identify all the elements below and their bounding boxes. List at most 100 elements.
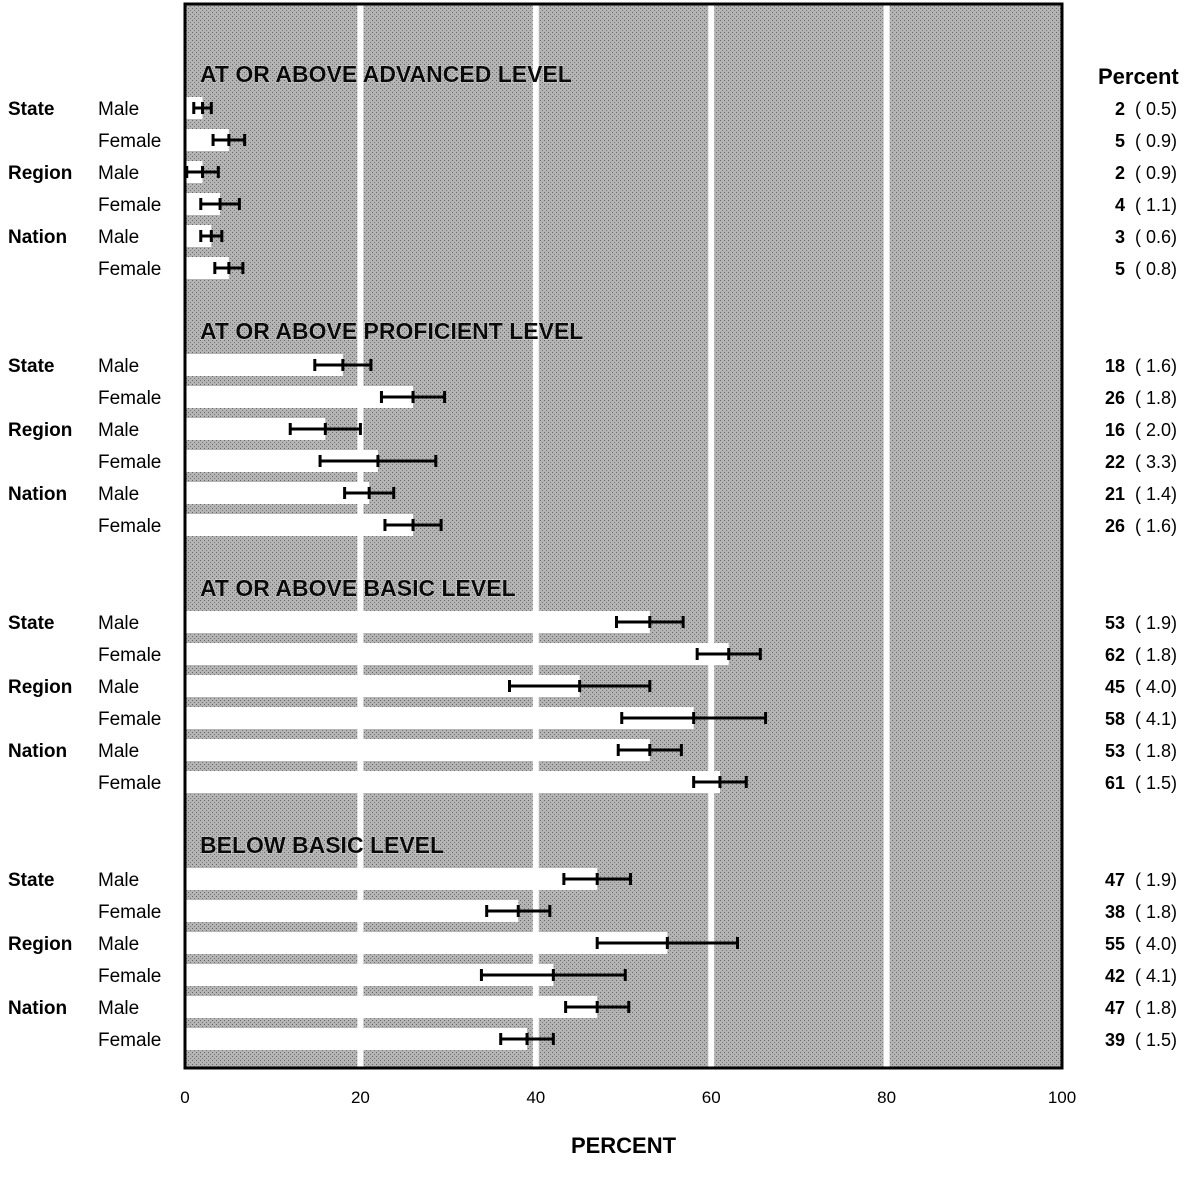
sex-label: Male xyxy=(98,484,139,505)
group-label: Region xyxy=(8,420,72,441)
value-label: 38 xyxy=(1105,902,1125,922)
bar xyxy=(186,257,229,279)
sex-label: Female xyxy=(98,709,161,730)
sex-label: Male xyxy=(98,870,139,891)
se-label: ( 1.8) xyxy=(1135,998,1177,1018)
bar xyxy=(186,707,694,729)
se-label: ( 1.8) xyxy=(1135,645,1177,665)
se-label: ( 1.9) xyxy=(1135,870,1177,890)
plot-frame xyxy=(183,2,1064,1070)
se-label: ( 1.8) xyxy=(1135,902,1177,922)
se-label: ( 0.6) xyxy=(1135,227,1177,247)
sex-label: Male xyxy=(98,741,139,762)
bar xyxy=(186,675,580,697)
sex-label: Female xyxy=(98,259,161,280)
bar xyxy=(186,1028,528,1050)
bar xyxy=(186,354,343,376)
bar xyxy=(186,514,414,536)
sex-label: Male xyxy=(98,99,139,120)
se-label: ( 4.1) xyxy=(1135,709,1177,729)
group-label: Nation xyxy=(8,741,67,762)
section-titles: AT OR ABOVE ADVANCED LEVEL AT OR ABOVE PR… xyxy=(200,61,584,859)
group-label: Nation xyxy=(8,998,67,1019)
bar xyxy=(186,129,229,151)
bar xyxy=(186,482,370,504)
section-title: BELOW BASIC LEVEL xyxy=(200,832,444,858)
se-label: ( 2.0) xyxy=(1135,420,1177,440)
se-label: ( 0.9) xyxy=(1135,131,1177,151)
sex-label: Male xyxy=(98,613,139,634)
se-label: ( 1.6) xyxy=(1135,356,1177,376)
se-label: ( 3.3) xyxy=(1135,452,1177,472)
group-label: State xyxy=(8,99,54,120)
row-labels: State Male Female Region Male Female Nation Mal… xyxy=(8,99,161,1051)
value-label: 53 xyxy=(1105,741,1125,761)
gridline xyxy=(532,4,539,1068)
sex-label: Male xyxy=(98,677,139,698)
plot-border xyxy=(183,2,1064,1070)
value-label: 53 xyxy=(1105,613,1125,633)
se-label: ( 1.1) xyxy=(1135,195,1177,215)
group-label: State xyxy=(8,870,54,891)
group-label: Region xyxy=(8,677,72,698)
sex-label: Female xyxy=(98,388,161,409)
value-label: 16 xyxy=(1105,420,1125,440)
x-tick-label: 20 xyxy=(351,1088,370,1107)
bars xyxy=(186,97,729,1050)
se-label: ( 0.5) xyxy=(1135,99,1177,119)
se-label: ( 1.8) xyxy=(1135,741,1177,761)
bar xyxy=(186,386,414,408)
value-label: 62 xyxy=(1105,645,1125,665)
value-label: 47 xyxy=(1105,870,1125,890)
sex-label: Female xyxy=(98,1030,161,1051)
se-label: ( 1.5) xyxy=(1135,1030,1177,1050)
sex-label: Female xyxy=(98,131,161,152)
group-label: Region xyxy=(8,934,72,955)
section-title: AT OR ABOVE ADVANCED LEVEL xyxy=(200,61,572,87)
value-label: 5 xyxy=(1115,131,1125,151)
group-label: State xyxy=(8,356,54,377)
se-label: ( 1.8) xyxy=(1135,388,1177,408)
x-tick-label: 40 xyxy=(526,1088,545,1107)
section-title: AT OR ABOVE BASIC LEVEL xyxy=(200,575,516,601)
value-label: 2 xyxy=(1115,163,1125,183)
bar xyxy=(186,450,378,472)
value-label: 47 xyxy=(1105,998,1125,1018)
x-axis-title: PERCENT xyxy=(571,1133,677,1158)
se-label: ( 4.0) xyxy=(1135,934,1177,954)
sex-label: Male xyxy=(98,163,139,184)
sex-label: Female xyxy=(98,452,161,473)
se-label: ( 4.0) xyxy=(1135,677,1177,697)
value-label: 39 xyxy=(1105,1030,1125,1050)
se-label: ( 1.4) xyxy=(1135,484,1177,504)
sex-label: Male xyxy=(98,227,139,248)
sex-label: Female xyxy=(98,902,161,923)
bar xyxy=(186,932,668,954)
sex-label: Male xyxy=(98,420,139,441)
group-label: Nation xyxy=(8,484,67,505)
value-label: 42 xyxy=(1105,966,1125,986)
se-label: ( 4.1) xyxy=(1135,966,1177,986)
value-label: 58 xyxy=(1105,709,1125,729)
se-label: ( 0.9) xyxy=(1135,163,1177,183)
x-tick-label: 100 xyxy=(1048,1088,1076,1107)
se-label: ( 1.5) xyxy=(1135,773,1177,793)
bar xyxy=(186,771,720,793)
value-label: 3 xyxy=(1115,227,1125,247)
value-label: 22 xyxy=(1105,452,1125,472)
bar xyxy=(186,900,519,922)
se-label: ( 0.8) xyxy=(1135,259,1177,279)
value-label: 45 xyxy=(1105,677,1125,697)
value-label: 5 xyxy=(1115,259,1125,279)
error-bars xyxy=(185,102,768,1045)
gridline xyxy=(708,4,715,1068)
value-column: 2 ( 0.5) 5 ( 0.9) 2 ( 0.9) 4 ( 1.1) 3 ( 0.6) 5 ( 0.… xyxy=(1098,64,1179,1050)
sex-label: Female xyxy=(98,516,161,537)
sex-label: Female xyxy=(98,966,161,987)
se-label: ( 1.9) xyxy=(1135,613,1177,633)
value-label: 21 xyxy=(1105,484,1125,504)
value-column-header: Percent xyxy=(1098,64,1179,89)
sex-label: Female xyxy=(98,195,161,216)
sex-label: Male xyxy=(98,998,139,1019)
